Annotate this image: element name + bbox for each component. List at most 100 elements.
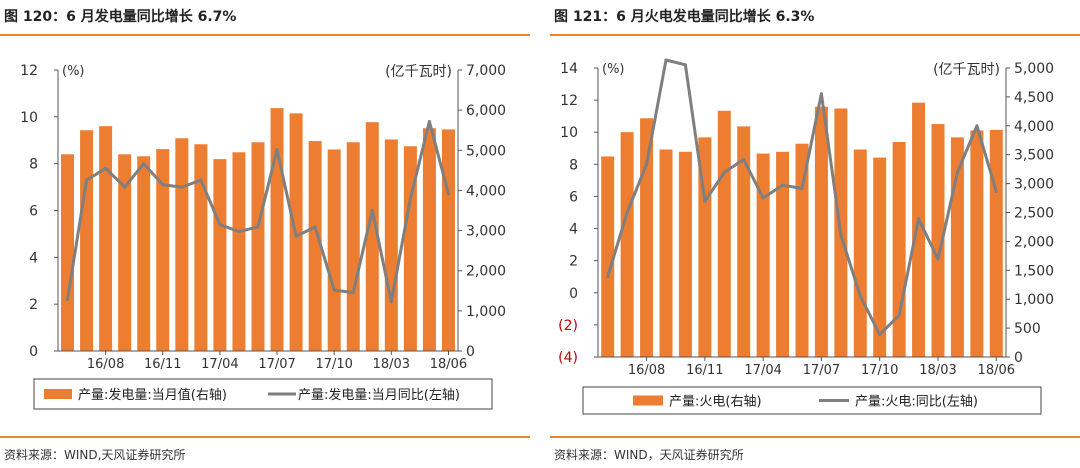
right-unit-label: (亿千瓦时) bbox=[385, 64, 452, 80]
left-tick-label: 0 bbox=[569, 286, 578, 302]
bar-17/09 bbox=[308, 141, 322, 351]
bottom-divider bbox=[0, 436, 530, 438]
right-tick-label: 2,000 bbox=[1014, 234, 1054, 250]
legend-bar-swatch bbox=[633, 395, 663, 406]
right-tick-label: 4,500 bbox=[1014, 90, 1054, 106]
bar-17/09 bbox=[853, 149, 867, 357]
bar-17/12 bbox=[365, 122, 379, 351]
left-tick-label: 2 bbox=[29, 297, 38, 313]
bar-17/04 bbox=[756, 153, 770, 357]
line-point-16/11 bbox=[703, 199, 707, 203]
top-divider bbox=[550, 34, 1080, 36]
bar-18/03 bbox=[931, 124, 945, 357]
bar-17/12 bbox=[912, 102, 926, 358]
legend-line-label: 产量:发电量:当月同比(左轴) bbox=[298, 387, 460, 403]
line-point-17/07 bbox=[819, 92, 823, 96]
left-tick-label: 12 bbox=[560, 93, 578, 109]
bar-16/11 bbox=[698, 137, 712, 357]
line-point-18/05 bbox=[975, 124, 979, 128]
line-point-17/11 bbox=[897, 313, 901, 317]
thermal-power-chart: (4) (2) 0 2 4 6 8 10 12 14 0 500 1,000 1,500 2,000 2,50… bbox=[558, 58, 1054, 415]
x-tick-label: 17/04 bbox=[201, 357, 238, 372]
left-tick-label: 0 bbox=[29, 344, 38, 360]
line-point-18/06 bbox=[994, 190, 998, 194]
x-tick-label: 18/06 bbox=[978, 363, 1015, 378]
line-point-17/05 bbox=[781, 183, 785, 187]
bar-18/05 bbox=[422, 128, 436, 351]
x-tick-label: 17/04 bbox=[744, 363, 781, 378]
bar-17/05 bbox=[776, 151, 790, 357]
line-point-17/08 bbox=[839, 233, 843, 237]
right-tick-label: 3,500 bbox=[1014, 148, 1054, 164]
x-tick-label: 16/11 bbox=[144, 357, 181, 372]
line-point-18/06 bbox=[446, 192, 450, 196]
bar-17/06 bbox=[251, 142, 265, 351]
bar-17/07 bbox=[814, 106, 828, 357]
right-tick-label: 4,000 bbox=[466, 183, 506, 199]
line-point-18/03 bbox=[936, 257, 940, 261]
legend-box bbox=[33, 378, 493, 410]
bar-17/06 bbox=[795, 143, 809, 357]
bar-17/10 bbox=[327, 149, 341, 351]
line-point-17/04 bbox=[218, 223, 222, 227]
bar-17/04 bbox=[213, 159, 227, 351]
bottom-divider bbox=[550, 436, 1080, 438]
right-tick-label: 0 bbox=[1014, 350, 1023, 366]
line-point-16/10 bbox=[683, 63, 687, 67]
line-point-16/07 bbox=[625, 211, 629, 214]
bar-17/03 bbox=[737, 126, 751, 358]
right-tick-label: 2,500 bbox=[1014, 206, 1054, 222]
bar-17/10 bbox=[873, 157, 887, 357]
bar-16/09 bbox=[659, 149, 673, 357]
bar-16/07 bbox=[620, 132, 634, 357]
right-tick-label: 1,000 bbox=[466, 304, 506, 320]
bar-17/11 bbox=[892, 141, 906, 357]
right-tick-label: 3,000 bbox=[466, 224, 506, 240]
right-tick-label: 1,500 bbox=[1014, 263, 1054, 279]
bar-17/11 bbox=[346, 142, 360, 351]
bar-18/06 bbox=[441, 129, 455, 351]
x-tick-label: 16/08 bbox=[628, 363, 665, 378]
source-note: 资料来源：WIND,天风证券研究所 bbox=[4, 448, 186, 462]
line-point-18/05 bbox=[427, 120, 431, 124]
line-point-16/12 bbox=[180, 185, 184, 189]
right-tick-label: 6,000 bbox=[466, 103, 506, 119]
legend-bar-label: 产量:发电量:当月值(右轴) bbox=[78, 387, 227, 403]
left-tick-label: 12 bbox=[20, 63, 38, 79]
chart-panel-thermal-power: 图 121：6 月火电发电量同比增长 6.3% (4) (2) 0 2 4 6 8 10 12 1… bbox=[550, 0, 1080, 468]
line-point-17/03 bbox=[199, 178, 203, 182]
bar-16/09 bbox=[118, 154, 132, 351]
legend-bar-swatch bbox=[44, 389, 72, 399]
right-unit-label: (亿千瓦时) bbox=[933, 62, 1000, 78]
right-tick-label: 3,000 bbox=[1014, 177, 1054, 193]
legend-bar-label: 产量:火电(右轴) bbox=[669, 395, 762, 410]
line-point-16/09 bbox=[664, 58, 668, 62]
left-tick-label: (4) bbox=[558, 350, 578, 366]
power-generation-chart: 0 2 4 6 8 10 12 0 1,000 2,000 3,000 4,000 5,000 6,000… bbox=[20, 63, 506, 410]
chart-title: 图 121：6 月火电发电量同比增长 6.3% bbox=[554, 9, 815, 25]
line-point-16/12 bbox=[722, 170, 726, 174]
left-tick-label: 8 bbox=[29, 157, 38, 173]
legend-line-label: 产量:火电:同比(左轴) bbox=[855, 395, 978, 410]
left-tick-label: 6 bbox=[29, 204, 38, 220]
line-point-17/12 bbox=[917, 217, 921, 221]
line-point-16/09 bbox=[123, 185, 127, 189]
line-point-18/04 bbox=[955, 170, 959, 174]
line-point-16/11 bbox=[161, 183, 165, 187]
bar-16/10 bbox=[678, 151, 692, 357]
right-tick-label: 4,000 bbox=[1014, 119, 1054, 135]
bar-16/11 bbox=[156, 149, 170, 351]
bar-18/04 bbox=[403, 146, 417, 351]
x-tick-label: 17/07 bbox=[803, 363, 840, 378]
bar-16/07 bbox=[80, 130, 94, 351]
line-point-16/07 bbox=[85, 178, 89, 182]
line-point-17/12 bbox=[370, 209, 374, 212]
line-point-17/11 bbox=[351, 290, 355, 294]
line-point-17/10 bbox=[332, 288, 336, 292]
line-point-16/06 bbox=[606, 275, 610, 279]
left-tick-label: 6 bbox=[569, 189, 578, 205]
right-tick-label: 5,000 bbox=[466, 143, 506, 159]
right-tick-label: 2,000 bbox=[466, 264, 506, 280]
line-point-17/10 bbox=[878, 333, 882, 337]
bar-16/06 bbox=[61, 154, 75, 351]
